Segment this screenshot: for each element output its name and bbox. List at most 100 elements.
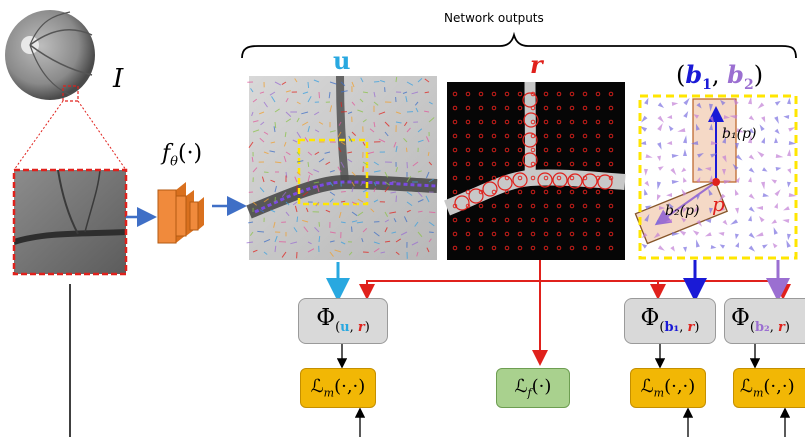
u-field-arrow (304, 137, 309, 143)
r-grid-dot (556, 161, 562, 167)
u-field-arrow (417, 210, 423, 213)
r-grid-dot (478, 231, 484, 237)
u-field-arrow (362, 119, 367, 123)
u-field-arrow (395, 251, 400, 255)
b-field-arrow (722, 136, 726, 144)
r-grid-dot (491, 133, 497, 139)
b-field-arrow (761, 181, 765, 190)
u-field-arrow (417, 231, 423, 238)
u-field-arrow (314, 111, 320, 116)
r-grid-dot (543, 189, 549, 195)
b-field-arrow (657, 102, 665, 108)
u-field-arrow (315, 201, 320, 207)
u-field-arrow (356, 221, 364, 224)
b-field-arrow (657, 142, 662, 150)
b-field-arrow (655, 219, 661, 226)
outputs-brace (241, 31, 797, 59)
r-grid-dot (608, 189, 614, 195)
u-field-arrow (329, 105, 333, 113)
u-field-arrow (329, 81, 337, 85)
r-grid-dot (569, 175, 575, 181)
input-image-symbol: I (113, 64, 124, 94)
b-field-arrow (681, 188, 687, 196)
u-field-arrow (405, 147, 408, 153)
zoom-line-left (13, 100, 64, 171)
r-grid-dot (504, 105, 510, 111)
b-field-arrow (757, 151, 765, 158)
u-field-arrow (285, 97, 289, 103)
u-field-arrow (424, 91, 430, 94)
u-field-arrow (302, 219, 309, 223)
u-field-arrow (417, 128, 423, 133)
r-grid-dot (504, 203, 510, 209)
u-field-arrow (414, 101, 419, 106)
loss-m-b1-box: ℒm(·,·) (630, 368, 706, 408)
r-grid-dot (569, 147, 575, 153)
b-field-arrow (656, 194, 661, 201)
r-grid-dot (517, 161, 523, 167)
b-field-arrow (658, 166, 664, 171)
u-field-arrow (391, 231, 397, 234)
r-vessel-circle (523, 112, 539, 128)
b-field-arrow (692, 230, 700, 236)
r-grid-dot (608, 245, 614, 251)
zoom-line-right (77, 100, 127, 171)
b-field-arrow (732, 163, 739, 171)
u-field-arrow (263, 101, 268, 108)
r-grid-dot (595, 119, 601, 125)
b-field-arrow (644, 180, 650, 187)
u-field-arrow (285, 90, 291, 93)
loss-sub: m (752, 386, 764, 400)
u-field-arrow (274, 245, 277, 253)
u-field-arrow (351, 181, 355, 187)
u-field-arrow (274, 161, 282, 164)
r-grid-dot (608, 133, 614, 139)
r-grid-dot (543, 133, 549, 139)
b-field-arrow (709, 175, 713, 183)
u-field-arrow (318, 221, 320, 227)
u-field-arrow (285, 111, 292, 117)
b-field-arrow (772, 242, 778, 249)
u-field-arrow (259, 209, 265, 213)
u-field-arrow (373, 231, 380, 237)
b-field-arrow (730, 219, 738, 225)
u-field-arrow (340, 161, 345, 168)
u-field-arrow (403, 216, 408, 223)
b-field-arrow (683, 207, 687, 213)
u-output-image (246, 75, 438, 260)
r-grid-dot (543, 245, 549, 251)
b-field-arrow (683, 97, 690, 106)
r-vessel-circle (552, 172, 568, 188)
r-grid-dot (452, 91, 458, 97)
b-field-arrow (696, 176, 701, 183)
u-field-arrow (337, 131, 342, 138)
u-field-arrow (307, 175, 311, 183)
network-outputs-label: Network outputs (444, 11, 544, 25)
b1-annotation: b₁(p) (722, 126, 757, 142)
r-grid-dot (556, 105, 562, 111)
r-vessel-circle (512, 172, 528, 188)
u-field-arrow (273, 126, 276, 133)
u-field-arrow (426, 247, 430, 253)
u-field-arrow (384, 171, 389, 178)
b-field-arrow (639, 126, 648, 132)
r-vessel-circle (522, 132, 538, 148)
u-field-arrow (357, 198, 364, 203)
b-field-arrow (704, 167, 712, 171)
b-field-arrow (748, 115, 755, 121)
r-grid-dot (491, 175, 497, 181)
u-field-arrow (329, 170, 335, 173)
b-field-arrow (671, 102, 679, 106)
u-field-arrow (281, 191, 287, 198)
u-field-arrow (428, 238, 432, 243)
phi-sub-u: u (340, 320, 350, 335)
r-grid-dot (465, 105, 471, 111)
r-grid-dot (452, 217, 458, 223)
b-field-arrow (755, 232, 764, 237)
u-field-arrow (263, 131, 269, 135)
u-field-arrow (259, 137, 265, 143)
b-field-arrow (735, 242, 739, 248)
u-field-arrow (263, 151, 269, 155)
r-label: r (530, 50, 543, 79)
u-field-arrow (406, 209, 411, 213)
